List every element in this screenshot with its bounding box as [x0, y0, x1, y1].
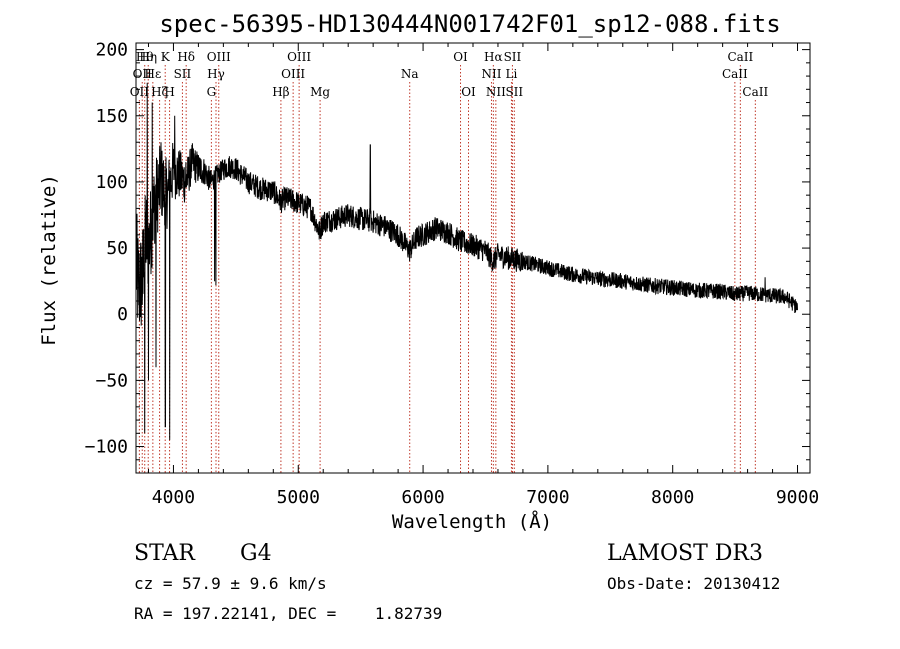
- x-tick-label: 6000: [401, 487, 444, 508]
- chart-title: spec-56395-HD130444N001742F01_sp12-088.f…: [159, 10, 780, 38]
- y-axis: −100 −50 0 50 100 150 200: [85, 40, 810, 461]
- line-marker-label: CaII: [722, 67, 748, 81]
- line-marker-label: Hγ: [207, 67, 225, 81]
- line-marker-label: SII: [504, 50, 522, 64]
- line-marker-label: Hδ: [177, 50, 195, 64]
- y-tick-label: 200: [95, 40, 128, 61]
- line-marker-label: G: [207, 85, 217, 99]
- line-marker-label: Hε: [145, 67, 162, 81]
- redshift-readout: cz = 57.9 ± 9.6 km/s: [134, 574, 327, 593]
- line-marker-label: CaII: [742, 85, 768, 99]
- line-marker-label: OI: [461, 85, 476, 99]
- line-marker-label: H: [164, 85, 174, 99]
- line-marker-label: Hθ: [136, 50, 154, 64]
- y-tick-label: 150: [95, 106, 128, 127]
- line-marker-label: Hζ: [151, 85, 168, 99]
- x-axis: 4000 5000 6000 7000 8000 9000: [147, 43, 819, 508]
- y-axis-label: Flux (relative): [38, 174, 60, 346]
- y-tick-label: −100: [85, 437, 128, 458]
- line-marker-label: Li: [506, 67, 518, 81]
- object-subclass: G4: [240, 541, 272, 566]
- y-tick-label: 50: [106, 238, 128, 259]
- line-marker-label: Hα: [484, 50, 503, 64]
- y-tick-label: 0: [117, 304, 128, 325]
- y-tick-label: 100: [95, 172, 128, 193]
- line-markers: [138, 65, 756, 473]
- spectrum-line: [135, 82, 798, 440]
- obs-date: Obs-Date: 20130412: [607, 574, 780, 593]
- x-tick-label: 7000: [526, 487, 569, 508]
- line-marker-label: Mg: [310, 85, 330, 99]
- line-marker-label: Hη: [139, 50, 157, 64]
- line-marker-label: OIII: [207, 50, 231, 64]
- line-marker-label: OII: [130, 85, 150, 99]
- coordinates: RA = 197.22141, DEC = 1.82739: [134, 604, 442, 623]
- x-tick-label: 4000: [152, 487, 195, 508]
- line-marker-label: K: [161, 50, 171, 64]
- line-marker-label: SII: [174, 67, 192, 81]
- line-marker-label: NII: [481, 67, 501, 81]
- line-marker-label: CaII: [727, 50, 753, 64]
- line-marker-label: OII: [133, 67, 153, 81]
- plot-frame: [135, 42, 811, 474]
- y-tick-label: −50: [95, 370, 128, 391]
- line-marker-label: OIII: [287, 50, 311, 64]
- line-marker-label: SII: [505, 85, 523, 99]
- line-marker-label: OI: [453, 50, 468, 64]
- line-marker-labels: OIIOIIHθHηHεHζKHSIIHδGHγOIIIHβOIIIOIIIMg…: [130, 50, 769, 99]
- line-marker-label: Na: [401, 67, 419, 81]
- survey-name: LAMOST DR3: [607, 541, 763, 566]
- line-marker-label: NII: [486, 85, 506, 99]
- x-tick-label: 5000: [277, 487, 320, 508]
- line-marker-label: OIII: [281, 67, 305, 81]
- x-axis-label: Wavelength (Å): [392, 510, 552, 533]
- x-tick-label: 9000: [776, 487, 819, 508]
- x-tick-label: 8000: [651, 487, 694, 508]
- line-marker-label: Hβ: [272, 85, 289, 99]
- object-class: STAR: [134, 541, 196, 566]
